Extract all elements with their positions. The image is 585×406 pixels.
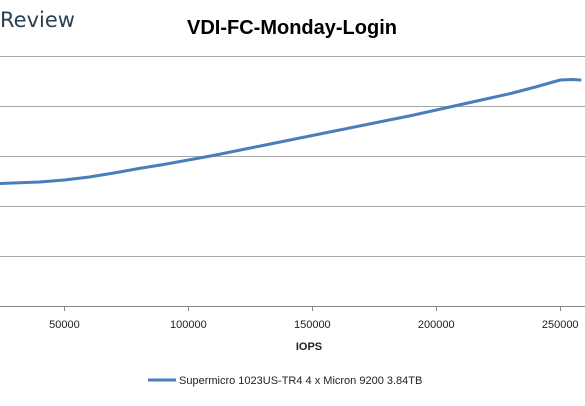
x-tick-label: 150000 [294,319,331,331]
legend: Supermicro 1023US-TR4 4 x Micron 9200 3.… [148,375,422,387]
x-axis-title: IOPS [296,341,322,353]
legend-label: Supermicro 1023US-TR4 4 x Micron 9200 3.… [179,375,422,387]
x-axis-ticks: 50000 100000 150000 200000 250000 [49,306,579,331]
x-tick-label: 250000 [542,319,579,331]
gridlines [0,56,585,307]
series-lines [0,78,582,185]
x-tick-label: 50000 [49,319,80,331]
chart-title: VDI-FC-Monday-Login [187,17,397,39]
series-line [0,78,582,185]
x-tick-label: 200000 [418,319,455,331]
x-tick-label: 100000 [170,319,207,331]
brand-logo-text: Review [0,8,75,32]
